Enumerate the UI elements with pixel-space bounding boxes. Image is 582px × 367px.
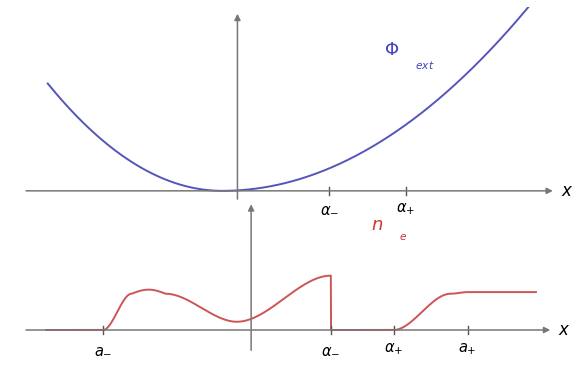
Text: $\alpha_{-}$: $\alpha_{-}$ [320,201,339,216]
Text: $\alpha_{+}$: $\alpha_{+}$ [396,201,416,217]
Text: $\alpha_{-}$: $\alpha_{-}$ [321,342,340,356]
Text: $_e$: $_e$ [399,228,407,243]
Text: $a_{-}$: $a_{-}$ [94,342,112,356]
Text: $\Phi$: $\Phi$ [384,41,399,59]
Text: $a_{+}$: $a_{+}$ [459,342,477,357]
Text: $_{ext}$: $_{ext}$ [415,57,434,72]
Text: x: x [562,182,572,200]
Text: $n$: $n$ [371,217,383,235]
Text: $\alpha_{+}$: $\alpha_{+}$ [384,342,403,357]
Text: x: x [559,321,569,339]
